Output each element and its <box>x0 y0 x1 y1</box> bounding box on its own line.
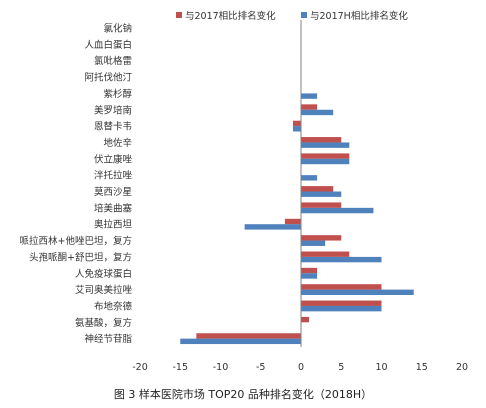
bar-series-1-row-18 <box>301 300 382 306</box>
bar-series-1-row-9 <box>301 153 350 159</box>
x-tick-label: 20 <box>456 362 468 373</box>
bar-series-1-row-7 <box>292 120 301 127</box>
bars-group <box>180 93 414 345</box>
category-label: 紫杉醇 <box>103 88 132 100</box>
bar-series-2-row-16 <box>301 273 318 279</box>
bar-series-2-row-17 <box>301 289 414 295</box>
bar-series-1-row-20 <box>196 333 301 339</box>
category-label: 泮托拉唑 <box>94 170 133 182</box>
chart-legend: 与2017相比排名变化 与2017H相比排名变化 <box>176 10 408 22</box>
bar-series-2-row-5 <box>301 93 318 99</box>
bar-series-1-row-8 <box>301 137 342 143</box>
bar-series-1-row-14 <box>301 235 342 241</box>
bar-chart: 与2017相比排名变化 与2017H相比排名变化 氯化钠人血白蛋白氯吡格雷阿托伐… <box>20 10 469 373</box>
bar-series-2-row-13 <box>244 224 301 230</box>
bar-series-2-row-9 <box>301 158 350 165</box>
category-label: 莫西沙星 <box>94 186 132 198</box>
category-label: 阿托伐他汀 <box>84 72 132 84</box>
category-label: 伏立康唑 <box>94 153 133 165</box>
bar-series-2-row-10 <box>301 175 318 181</box>
category-label: 美罗培南 <box>94 104 132 116</box>
legend-label-series-2: 与2017H相比排名变化 <box>310 10 408 22</box>
category-label: 哌拉西林+他唑巴坦，复方 <box>20 235 132 247</box>
bar-series-2-row-18 <box>301 305 382 312</box>
x-tick-label: -5 <box>256 362 265 373</box>
bar-series-1-row-17 <box>301 284 382 290</box>
category-label: 人免疫球蛋白 <box>75 268 132 280</box>
bar-series-2-row-11 <box>301 191 342 197</box>
category-label: 神经节苷脂 <box>84 333 132 345</box>
figure-caption: 图 3 样本医院市场 TOP20 品种排名变化（2018H） <box>113 388 373 401</box>
bar-series-2-row-7 <box>292 126 301 132</box>
bar-series-1-row-13 <box>284 218 301 225</box>
legend-label-series-1: 与2017相比排名变化 <box>185 10 276 22</box>
category-label: 氯吡格雷 <box>94 55 132 67</box>
bar-series-1-row-11 <box>301 186 334 192</box>
x-tick-label: -10 <box>213 362 229 373</box>
bar-series-2-row-14 <box>301 240 326 246</box>
bar-series-2-row-6 <box>301 109 334 116</box>
x-tick-label: 10 <box>375 362 387 373</box>
category-label: 地佐辛 <box>103 137 132 149</box>
legend-swatch-series-2 <box>301 12 307 18</box>
category-label: 奥拉西坦 <box>94 219 133 231</box>
bar-series-2-row-20 <box>180 338 301 345</box>
category-label: 头孢哌酮+舒巴坦，复方 <box>29 251 132 263</box>
category-labels: 氯化钠人血白蛋白氯吡格雷阿托伐他汀紫杉醇美罗培南恩替卡韦地佐辛伏立康唑泮托拉唑莫… <box>20 23 133 346</box>
bar-series-2-row-15 <box>301 256 382 263</box>
bar-series-2-row-8 <box>301 142 350 148</box>
category-label: 布地奈德 <box>94 300 133 312</box>
legend-swatch-series-1 <box>176 12 182 18</box>
bar-series-2-row-12 <box>301 207 374 214</box>
x-tick-label: 5 <box>338 362 344 373</box>
x-tick-labels: -20 -15 -10 -5 0 5 10 15 20 <box>132 362 468 373</box>
bar-series-1-row-15 <box>301 251 350 257</box>
bar-series-1-row-12 <box>301 202 342 208</box>
category-label: 氯化钠 <box>103 23 132 35</box>
category-label: 艾司奥美拉唑 <box>75 284 133 296</box>
x-tick-label: 0 <box>298 362 304 373</box>
x-tick-label: -15 <box>172 362 188 373</box>
category-label: 培美曲塞 <box>94 202 133 214</box>
bar-series-1-row-16 <box>301 267 318 274</box>
x-tick-label: 15 <box>416 362 428 373</box>
bar-series-1-row-19 <box>301 316 310 323</box>
bar-series-1-row-6 <box>301 104 318 110</box>
x-tick-label: -20 <box>132 362 148 373</box>
category-label: 人血白蛋白 <box>84 39 132 51</box>
category-label: 氨基酸，复方 <box>75 317 132 329</box>
category-label: 恩替卡韦 <box>94 121 132 133</box>
